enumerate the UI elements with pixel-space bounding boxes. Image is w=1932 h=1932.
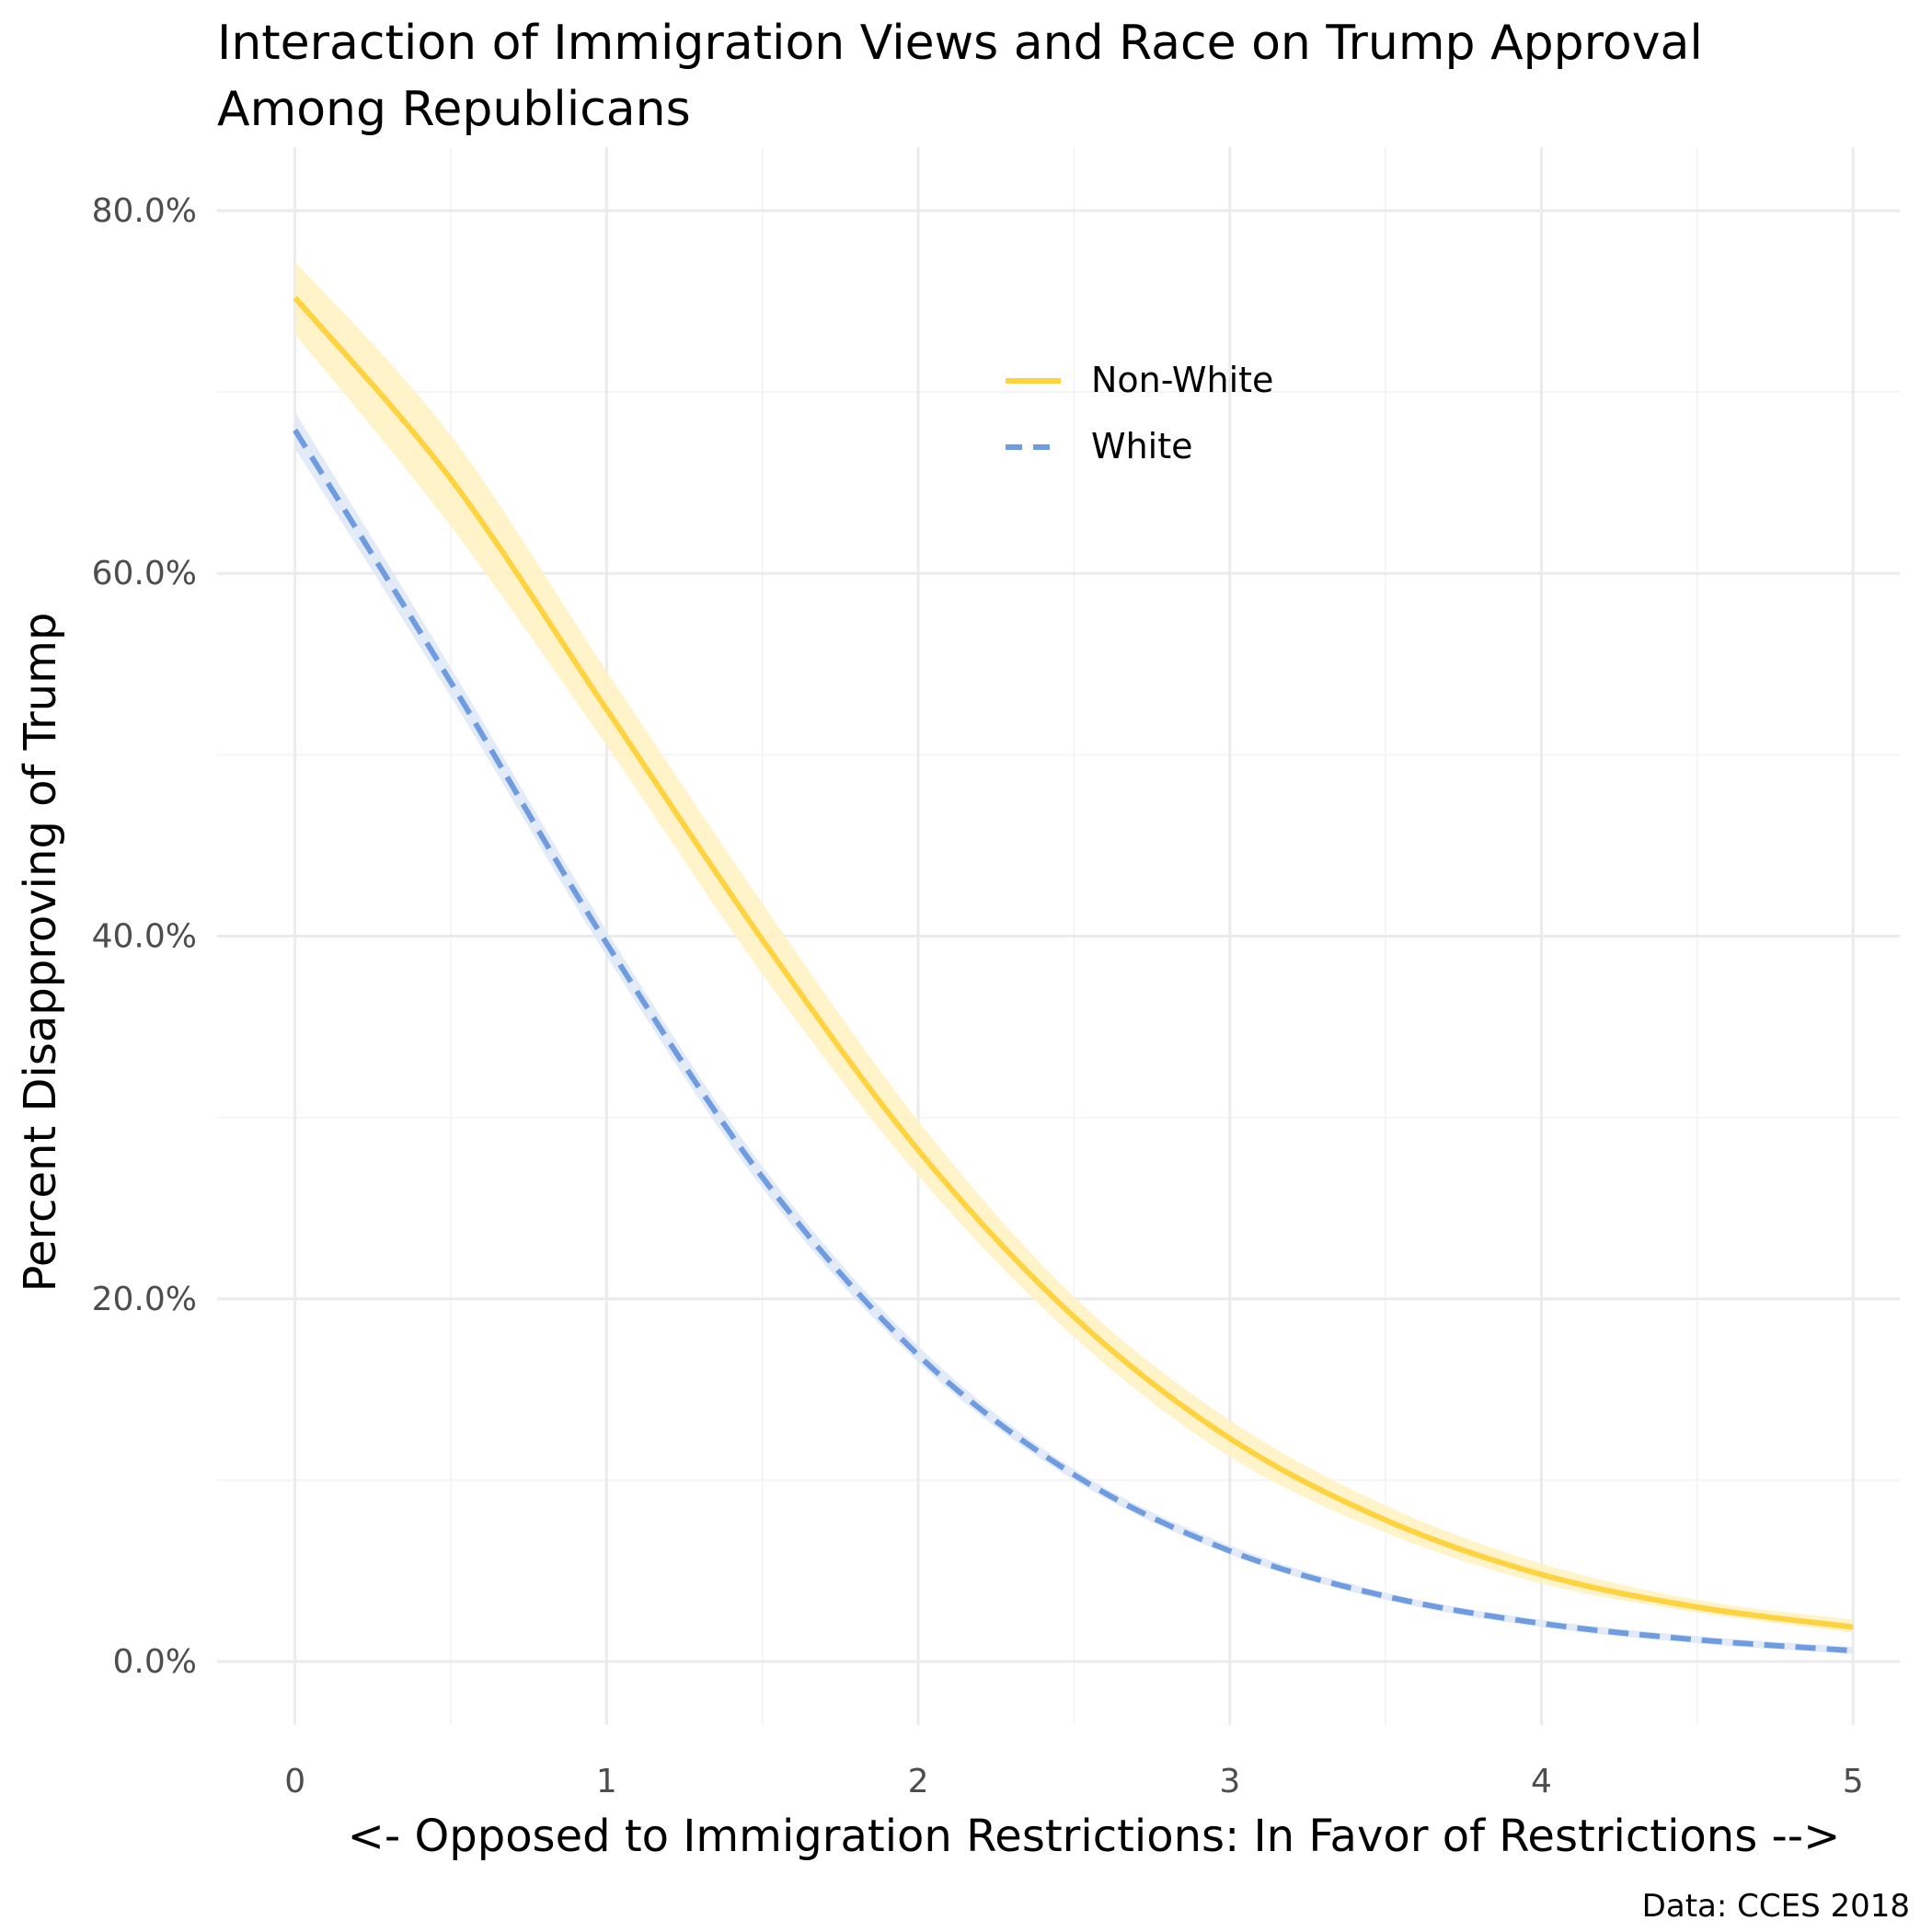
x-tick-label: 1 bbox=[596, 1763, 617, 1800]
legend: Non-White White bbox=[1006, 360, 1273, 466]
x-tick-label: 3 bbox=[1219, 1763, 1240, 1800]
series-line-non-white bbox=[293, 295, 1854, 1630]
y-tick-label: 80.0% bbox=[92, 192, 197, 230]
series-line-white bbox=[293, 428, 1854, 1654]
legend-label-white: White bbox=[1091, 426, 1193, 466]
grid bbox=[217, 147, 1900, 1725]
x-tick-label: 5 bbox=[1843, 1763, 1864, 1800]
chart-title: Interaction of Immigration Views and Rac… bbox=[217, 16, 1703, 71]
x-tick-label: 0 bbox=[284, 1763, 305, 1800]
y-tick-label: 0.0% bbox=[113, 1643, 197, 1681]
y-axis-title: Percent Disapproving of Trump bbox=[15, 613, 66, 1293]
y-tick-label: 60.0% bbox=[92, 555, 197, 592]
x-axis-title: <- Opposed to Immigration Restrictions: … bbox=[348, 1811, 1841, 1862]
x-tick-label: 2 bbox=[908, 1763, 929, 1800]
series-lines bbox=[293, 295, 1854, 1654]
y-tick-label: 20.0% bbox=[92, 1281, 197, 1318]
data-source-caption: Data: CCES 2018 bbox=[1642, 1888, 1910, 1925]
x-tick-label: 4 bbox=[1531, 1763, 1552, 1800]
chart-subtitle: Among Republicans bbox=[217, 82, 691, 137]
legend-label-non-white: Non-White bbox=[1091, 360, 1273, 400]
tick-labels: 0 1 2 3 4 5 0.0% 20.0% 40.0% 60.0% 80.0% bbox=[92, 192, 1864, 1800]
y-tick-label: 40.0% bbox=[92, 918, 197, 956]
